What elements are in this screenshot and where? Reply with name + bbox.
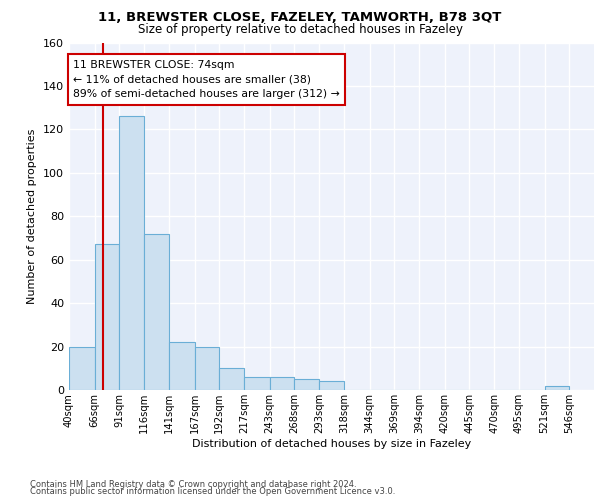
Bar bbox=[545, 386, 569, 390]
Text: Contains public sector information licensed under the Open Government Licence v3: Contains public sector information licen… bbox=[30, 487, 395, 496]
Bar bbox=[219, 368, 244, 390]
Bar bbox=[119, 116, 144, 390]
Bar bbox=[144, 234, 169, 390]
Bar bbox=[169, 342, 194, 390]
Bar bbox=[95, 244, 119, 390]
Text: 11 BREWSTER CLOSE: 74sqm
← 11% of detached houses are smaller (38)
89% of semi-d: 11 BREWSTER CLOSE: 74sqm ← 11% of detach… bbox=[73, 60, 340, 100]
Y-axis label: Number of detached properties: Number of detached properties bbox=[28, 128, 37, 304]
Text: Contains HM Land Registry data © Crown copyright and database right 2024.: Contains HM Land Registry data © Crown c… bbox=[30, 480, 356, 489]
Bar bbox=[194, 346, 219, 390]
Bar bbox=[295, 379, 319, 390]
Bar bbox=[319, 382, 344, 390]
Bar bbox=[69, 346, 95, 390]
Text: 11, BREWSTER CLOSE, FAZELEY, TAMWORTH, B78 3QT: 11, BREWSTER CLOSE, FAZELEY, TAMWORTH, B… bbox=[98, 11, 502, 24]
Text: Size of property relative to detached houses in Fazeley: Size of property relative to detached ho… bbox=[137, 22, 463, 36]
X-axis label: Distribution of detached houses by size in Fazeley: Distribution of detached houses by size … bbox=[192, 438, 471, 448]
Bar bbox=[270, 377, 295, 390]
Bar bbox=[244, 377, 270, 390]
